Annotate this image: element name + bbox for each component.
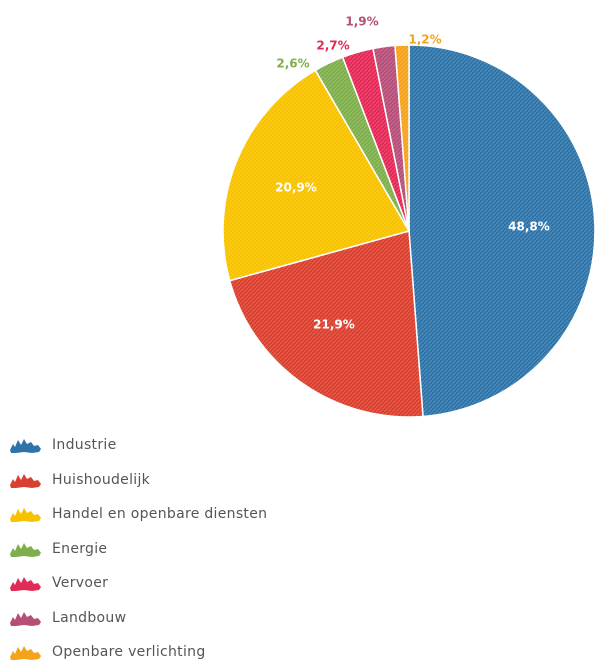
legend-swatch-icon <box>10 611 41 626</box>
legend-label: Openbare verlichting <box>52 644 206 661</box>
legend-label: Handel en openbare diensten <box>52 506 268 523</box>
slice-value-label: 2,7% <box>316 39 349 53</box>
chart-legend: Industrie Huishoudelijk Handel en openbare… <box>8 428 488 670</box>
legend-item: Huishoudelijk <box>8 463 488 498</box>
legend-item: Industrie <box>8 428 488 463</box>
pie-chart: 48,8% 21,9% 20,9% 2,6% 2,7% 1,9% 1,2% <box>222 15 595 418</box>
legend-swatch-icon <box>10 542 41 557</box>
legend-label: Vervoer <box>52 575 109 592</box>
legend-item: Landbouw <box>8 601 488 636</box>
pie-slice-industrie <box>408 44 595 418</box>
legend-label: Industrie <box>52 437 117 454</box>
legend-label: Huishoudelijk <box>52 471 151 488</box>
slice-value-label: 20,9% <box>275 181 317 195</box>
legend-swatch-icon <box>10 577 41 592</box>
legend-label: Energie <box>52 540 108 557</box>
legend-swatch-icon <box>10 473 41 488</box>
legend-label: Landbouw <box>52 609 127 626</box>
legend-swatch-icon <box>10 508 41 523</box>
slice-value-label: 2,6% <box>276 57 309 71</box>
legend-item: Vervoer <box>8 566 488 601</box>
slice-value-label: 21,9% <box>313 318 355 332</box>
slice-value-label: 1,9% <box>345 15 378 29</box>
pie-slice-labels: 48,8% 21,9% 20,9% 2,6% 2,7% 1,9% 1,2% <box>275 15 550 332</box>
legend-swatch-icon <box>10 646 41 661</box>
slice-value-label: 1,2% <box>408 33 441 47</box>
legend-item: Energie <box>8 532 488 567</box>
slice-value-label: 48,8% <box>508 220 550 234</box>
legend-item: Handel en openbare diensten <box>8 497 488 532</box>
legend-item: Openbare verlichting <box>8 635 488 670</box>
legend-swatch-icon <box>10 439 41 454</box>
